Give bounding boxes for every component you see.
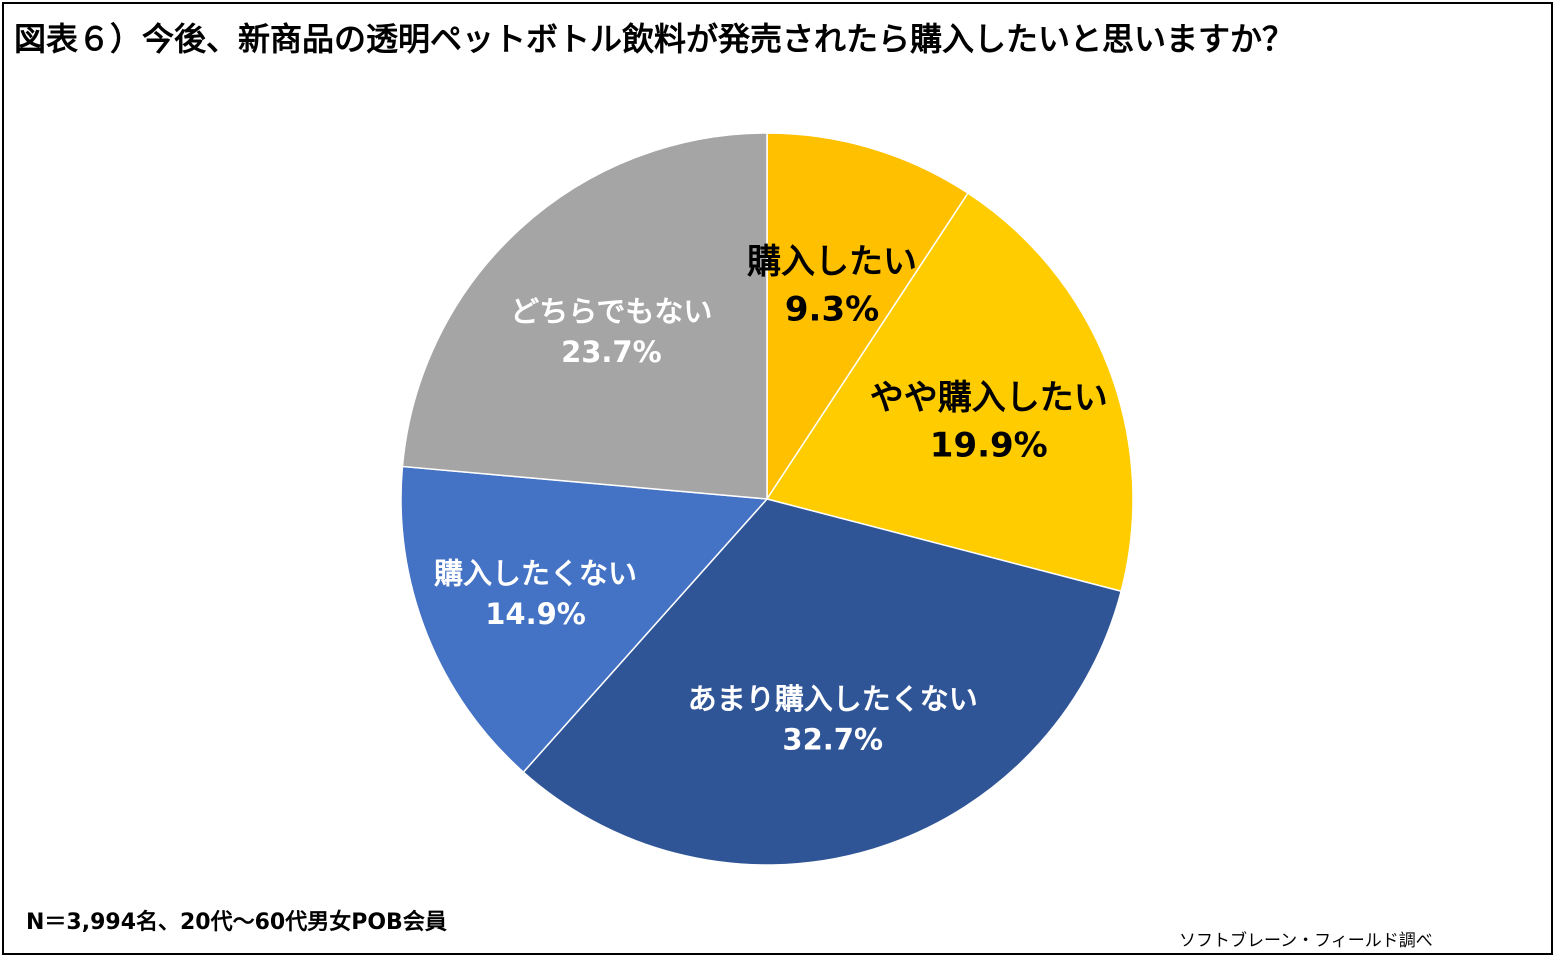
pie-slice-1 [766,132,970,502]
sample-note: N＝3,994名、20代～60代男女POB会員 [26,910,447,935]
slice-label-1: 購入したい [747,242,917,282]
slice-value-3: 32.7% [782,723,883,757]
pie-slice-2 [765,192,1134,593]
slice-label-4: 購入したくない [434,556,637,590]
pie-slice-3 [522,498,1123,866]
slice-label-2: やや購入したい [870,378,1108,418]
slice-value-1: 9.3% [785,290,879,330]
chart-title: 図表６）今後、新商品の透明ペットボトル飲料が発売されたら購入したいと思いますか？ [14,20,1295,58]
slice-label-3: あまり購入したくない [688,682,978,716]
slice-value-5: 23.7% [561,335,662,369]
slice-value-2: 19.9% [930,426,1048,466]
slice-label-5: どちらでもない [510,295,712,329]
slice-value-4: 14.9% [485,597,586,631]
pie-slice-5 [401,132,768,500]
pie-slice-4 [400,465,769,774]
source-note: ソフトブレーン・フィールド調べ [1179,931,1433,951]
